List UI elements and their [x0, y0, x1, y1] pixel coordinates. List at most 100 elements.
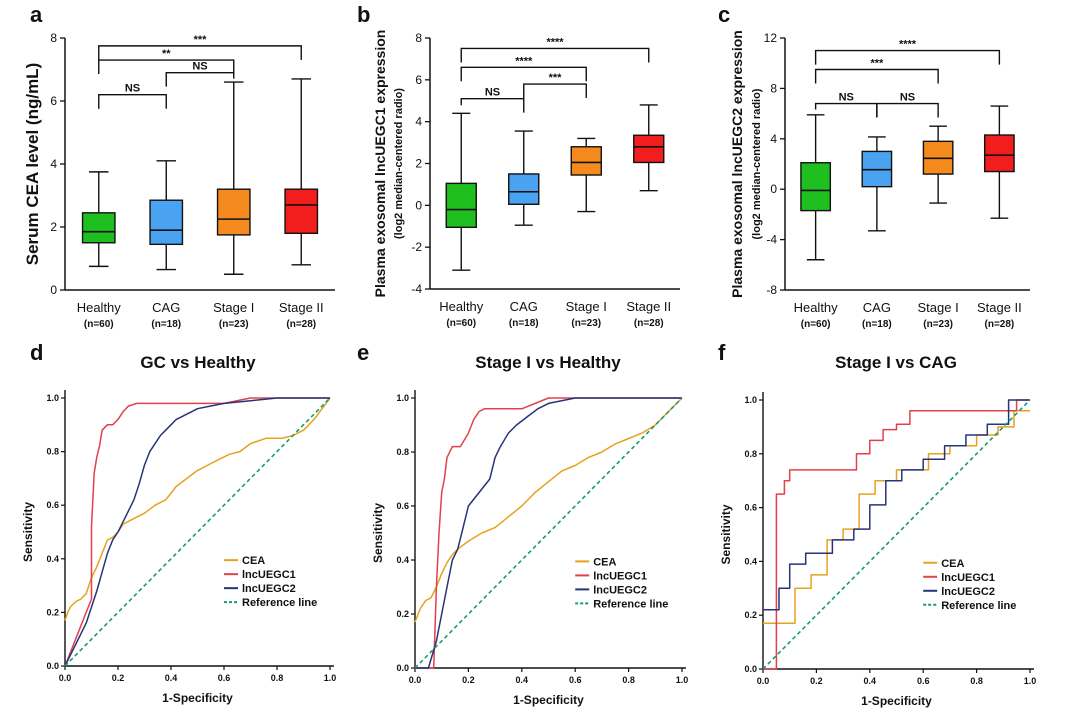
- legend-label: Reference line: [941, 600, 1016, 612]
- panel-label: d: [30, 340, 43, 365]
- y-tick-label: -4: [766, 233, 777, 247]
- roc-curve-reference-line: [64, 397, 331, 667]
- chart-title: GC vs Healthy: [140, 353, 256, 372]
- category-label: Stage I: [566, 299, 607, 314]
- category-label: Stage I: [918, 300, 959, 315]
- box-iqr: [284, 188, 319, 234]
- y-tick-label: 0.4: [396, 555, 409, 565]
- category-label: CAG: [510, 299, 538, 314]
- legend-label: CEA: [242, 555, 265, 567]
- roc-curve-lncuegc2: [415, 397, 682, 669]
- boxplot-panel-a: a 0 2 4 6 8 Serum CEA level (ng/mL) Healthy (n=6…: [23, 2, 335, 330]
- legend-label: lncUEGC1: [242, 569, 296, 581]
- significance-label: NS: [839, 92, 854, 104]
- category-label: Healthy: [439, 299, 484, 314]
- roc-curve-lncuegc1: [763, 399, 1030, 670]
- significance-label: ****: [546, 36, 564, 48]
- significance-bracket: [460, 66, 587, 82]
- box-stage-i: Stage I (n=23): [566, 137, 607, 329]
- y-tick-label: 0.8: [396, 447, 409, 457]
- legend-label: lncUEGC1: [941, 572, 995, 584]
- category-n-label: (n=23): [571, 318, 601, 329]
- category-n-label: (n=60): [84, 319, 114, 330]
- box-stage-i: Stage I (n=23): [213, 81, 254, 330]
- x-tick-label: 1.0: [324, 673, 337, 683]
- box-stage-i: Stage I (n=23): [918, 125, 959, 330]
- x-tick-label: 0.2: [112, 673, 125, 683]
- category-n-label: (n=60): [446, 318, 476, 329]
- box-cag: CAG (n=18): [149, 160, 184, 330]
- significance-label: NS: [900, 92, 915, 104]
- y-tick-label: 4: [415, 115, 422, 129]
- category-label: Stage II: [977, 300, 1022, 315]
- category-label: CAG: [863, 300, 891, 315]
- x-tick-label: 0.4: [864, 676, 877, 686]
- panel-label: e: [357, 340, 369, 365]
- box-iqr: [633, 134, 665, 164]
- y-tick-label: 8: [50, 31, 57, 45]
- category-label: Healthy: [794, 300, 839, 315]
- y-axis-title: Sensitivity: [371, 503, 385, 563]
- y-tick-label: 0.0: [46, 661, 59, 671]
- box-cag: CAG (n=18): [508, 130, 540, 329]
- significance-bracket: [165, 71, 235, 87]
- category-label: Stage II: [626, 299, 671, 314]
- x-tick-label: 0.4: [165, 673, 178, 683]
- significance-bracket: [98, 59, 235, 75]
- significance-label: ***: [549, 72, 563, 84]
- x-tick-label: 0.8: [970, 676, 983, 686]
- legend-label: lncUEGC2: [242, 583, 296, 595]
- y-axis-title: Sensitivity: [719, 504, 733, 564]
- legend-label: lncUEGC1: [593, 570, 647, 582]
- y-tick-label: 8: [415, 31, 422, 45]
- x-axis-title: 1-Specificity: [513, 693, 584, 707]
- legend-label: Reference line: [242, 597, 317, 609]
- category-n-label: (n=18): [151, 319, 181, 330]
- boxplot-panel-c: c -8 -4 0 4 8 12 Plasma exosomal lncUEGC2 expre…: [718, 2, 1030, 330]
- significance-label: NS: [192, 61, 207, 73]
- y-axis-title: Plasma exosomal lncUEGC2 expression: [729, 30, 745, 298]
- y-tick-label: 0.8: [744, 449, 757, 459]
- y-axis-title: Sensitivity: [21, 502, 35, 562]
- roc-curve-reference-line: [762, 399, 1031, 670]
- legend-label: lncUEGC2: [593, 584, 647, 596]
- category-n-label: (n=18): [509, 318, 539, 329]
- panel-label: c: [718, 2, 730, 27]
- roc-curve-reference-line: [414, 397, 683, 669]
- significance-label: NS: [485, 87, 500, 99]
- x-tick-label: 0.2: [462, 675, 475, 685]
- category-n-label: (n=18): [862, 319, 892, 330]
- y-tick-label: 0.0: [744, 664, 757, 674]
- chart-title: Stage I vs CAG: [835, 353, 957, 372]
- box-cag: CAG (n=18): [861, 136, 893, 330]
- roc-curve-cea: [414, 397, 683, 623]
- x-tick-label: 0.6: [569, 675, 582, 685]
- chart-title: Stage I vs Healthy: [475, 353, 621, 372]
- box-iqr: [81, 212, 116, 244]
- box-stage-ii: Stage II (n=28): [977, 105, 1022, 330]
- category-label: Healthy: [77, 300, 122, 315]
- roc-curve-lncuegc2: [763, 399, 1030, 611]
- significance-label: ****: [515, 55, 533, 67]
- x-tick-label: 0.0: [59, 673, 72, 683]
- x-tick-label: 0.0: [757, 676, 770, 686]
- significance-label: ***: [194, 34, 208, 46]
- y-tick-label: 0: [415, 198, 422, 212]
- x-tick-label: 1.0: [1024, 676, 1037, 686]
- legend-label: CEA: [593, 556, 616, 568]
- category-n-label: (n=23): [923, 319, 953, 330]
- panel-label: f: [718, 340, 726, 365]
- significance-label: ***: [870, 58, 884, 70]
- significance-label: ****: [899, 39, 917, 51]
- roc-curve-cea: [763, 410, 1030, 625]
- roc-curve-cea: [64, 397, 331, 621]
- y-tick-label: 12: [764, 31, 778, 45]
- box-healthy: Healthy (n=60): [439, 112, 484, 329]
- y-tick-label: 6: [50, 94, 57, 108]
- y-tick-label: 1.0: [744, 395, 757, 405]
- y-axis-subtitle: (log2 median-centered radio): [393, 88, 405, 239]
- x-axis-title: 1-Specificity: [861, 694, 932, 708]
- category-label: CAG: [152, 300, 180, 315]
- y-tick-label: 0.6: [396, 501, 409, 511]
